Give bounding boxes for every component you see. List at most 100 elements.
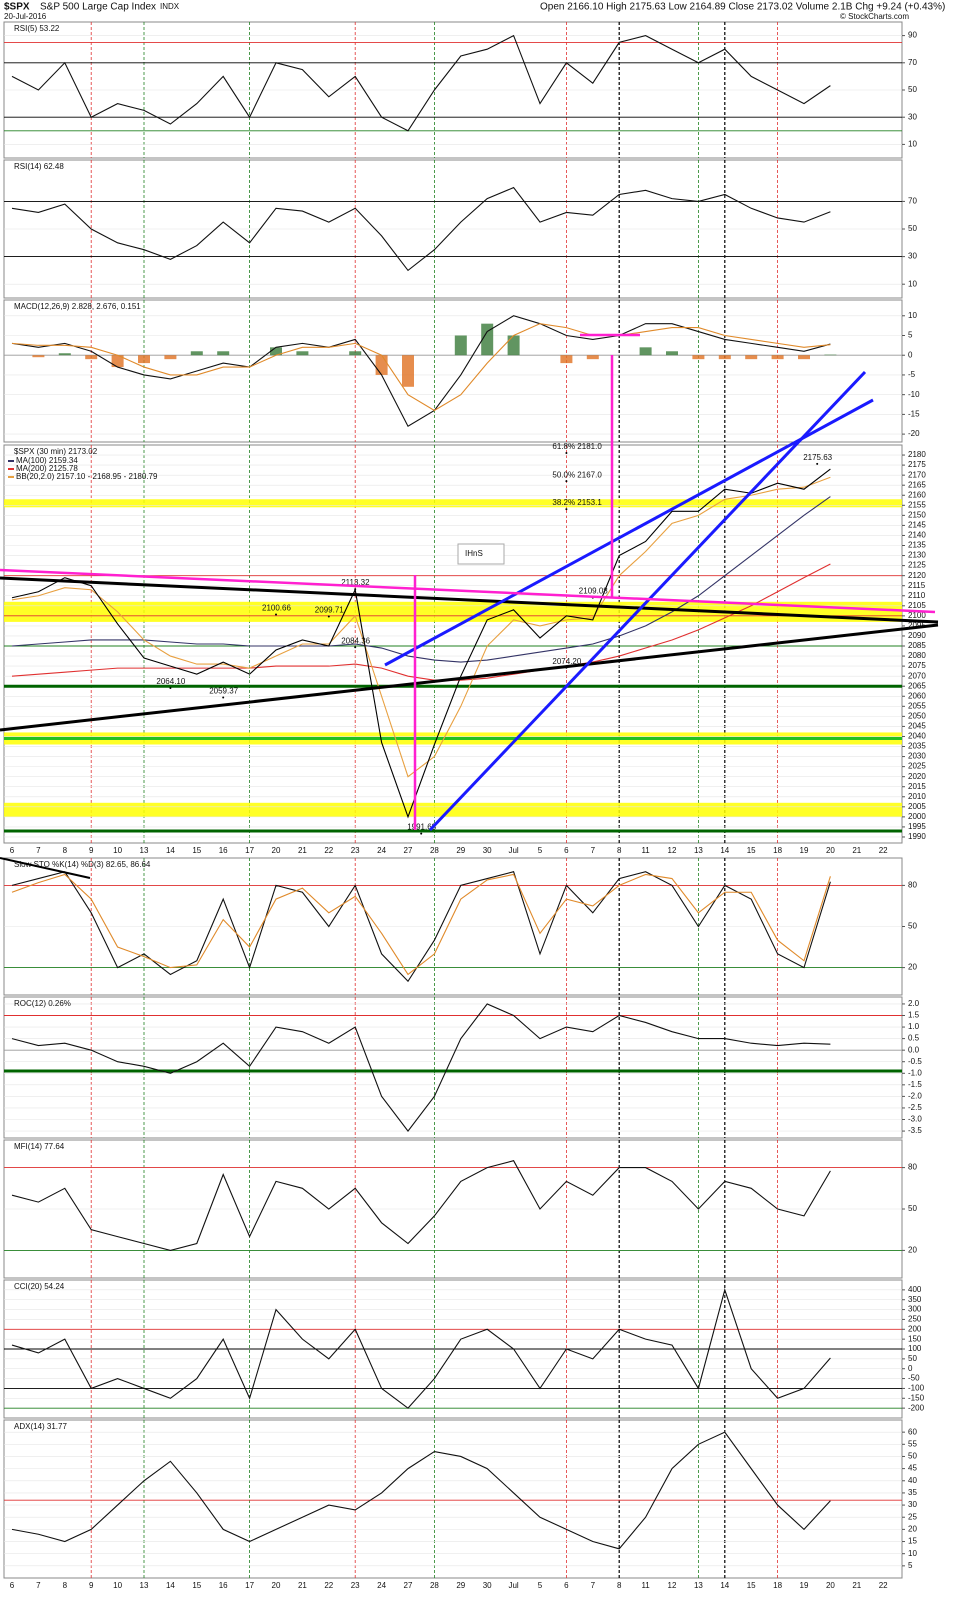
panel-title: RSI(5) 53.22 [14,24,60,33]
y-tick-label: 70 [908,197,917,206]
x-tick-label: 7 [36,846,41,855]
x-tick-label: 9 [89,846,94,855]
x-tick-label: 20 [826,846,835,855]
panel-title: ADX(14) 31.77 [14,1422,67,1431]
y-tick-label: 150 [908,1334,922,1343]
histogram-bar [32,355,45,358]
x-tick-label: 15 [747,1581,756,1590]
panel-title: RSI(14) 62.48 [14,162,64,171]
x-tick-label: 9 [89,1581,94,1590]
x-tick-label: 17 [245,846,254,855]
y-tick-label: 80 [908,881,917,890]
y-tick-label: 90 [908,31,917,40]
y-tick-label: 2020 [908,772,926,781]
x-tick-label: 8 [63,846,68,855]
series-line [11,476,831,778]
y-tick-label: 2030 [908,752,926,761]
price-annotation: 2059.37 [209,687,238,696]
y-tick-label: 2015 [908,782,926,791]
credit: © StockCharts.com [840,12,909,21]
histogram-bar [481,323,494,356]
x-tick-label: 10 [113,1581,122,1590]
zone-band [4,802,902,817]
price-annotation: 2064.10 [156,677,185,686]
x-tick-label: 27 [404,1581,413,1590]
histogram-bar [402,355,414,387]
x-tick-label: 21 [852,1581,861,1590]
price-point [222,696,225,699]
x-tick-label: 14 [720,846,729,855]
y-tick-label: 2160 [908,490,926,499]
price-point [816,462,819,465]
series-line [11,468,831,819]
histogram-bar [798,355,810,360]
y-tick-label: 1.0 [908,1022,920,1031]
series-line [11,873,831,976]
y-tick-label: 2070 [908,671,926,680]
x-tick-label: 18 [773,1581,782,1590]
zone-band [4,601,902,622]
y-tick-label: 55 [908,1439,917,1448]
x-tick-label: 19 [800,846,809,855]
y-tick-label: 0.0 [908,1045,920,1054]
price-point [275,613,277,616]
x-tick-label: 29 [456,1581,465,1590]
y-tick-label: -1.0 [908,1068,922,1077]
panel-title: MFI(14) 77.64 [14,1142,65,1151]
price-annotation: 2113.32 [341,578,370,587]
x-tick-label: 17 [245,1581,254,1590]
x-tick-label: 8 [63,1581,68,1590]
y-tick-label: 50 [908,224,917,233]
date: 20-Jul-2016 [4,12,47,21]
x-tick-label: 15 [747,846,756,855]
x-tick-label: 22 [324,846,333,855]
y-tick-label: 30 [908,112,917,121]
x-tick-label: 13 [694,846,703,855]
y-tick-label: 1995 [908,822,926,831]
x-tick-label: 20 [272,1581,281,1590]
series-line [11,34,831,132]
price-annotation: 38.2% 2153.1 [552,498,602,507]
histogram-bar [164,355,177,360]
y-tick-label: 1.5 [908,1011,920,1020]
x-tick-label: 12 [668,1581,677,1590]
legend-entry: BB(20,2.0) 2157.10 - 2168.95 - 2180.79 [16,472,158,481]
histogram-bar [190,351,203,356]
x-tick-label: 5 [538,846,543,855]
histogram-bar [745,355,758,360]
series-line [11,186,831,272]
series-line [11,1431,831,1550]
panel-title: CCI(20) 54.24 [14,1282,65,1291]
trend-line [0,857,91,879]
x-tick-label: 13 [694,1581,703,1590]
y-tick-label: 2125 [908,561,926,570]
y-tick-label: 2035 [908,742,926,751]
y-tick-label: 10 [908,279,917,288]
price-point [565,480,568,483]
panel-frame [3,1419,903,1579]
series-line [11,315,831,427]
histogram-bar [454,335,467,356]
y-tick-label: 2005 [908,802,926,811]
y-tick-label: 30 [908,252,917,261]
y-tick-label: 0 [908,350,913,359]
y-tick-label: 0.5 [908,1034,920,1043]
panel-title: $SPX (30 min) 2173.02 [14,447,98,456]
histogram-bar [270,347,282,356]
histogram-bar [560,355,573,364]
histogram-bar [586,355,599,360]
x-tick-label: 6 [564,846,569,855]
y-tick-label: 45 [908,1464,917,1473]
y-tick-label: 50 [908,85,917,94]
x-tick-label: 11 [641,1581,650,1590]
price-point [565,508,568,511]
y-tick-label: 2165 [908,480,926,489]
x-tick-label: 20 [272,846,281,855]
y-tick-label: 1990 [908,832,926,841]
histogram-bar [296,351,309,356]
trend-line [0,623,939,732]
y-tick-label: 2010 [908,792,926,801]
trend-line [0,568,936,614]
y-tick-label: 2105 [908,601,926,610]
